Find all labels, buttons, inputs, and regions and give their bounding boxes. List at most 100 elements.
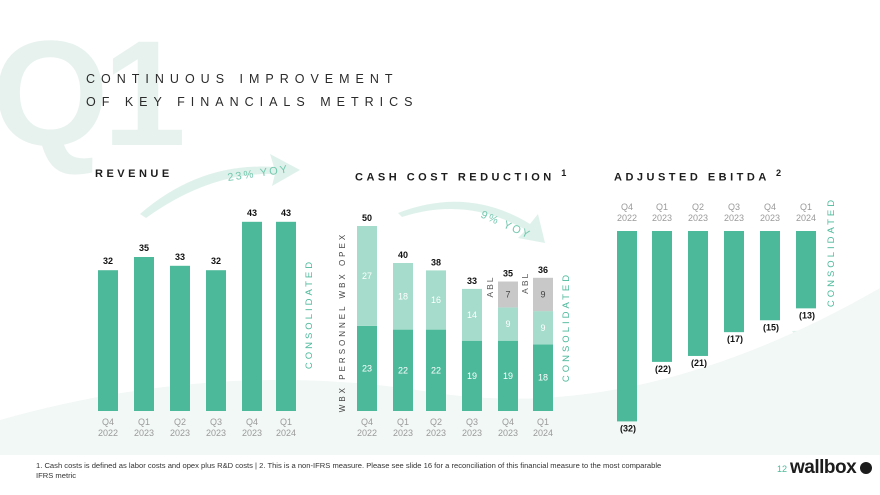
cash-abl-label: 9 xyxy=(540,289,545,299)
cash-cost-arrow-icon xyxy=(398,201,545,243)
revenue-growth-arrow-icon xyxy=(140,154,300,218)
revenue-tick-quarter: Q2 xyxy=(174,417,186,427)
ebitda-bar xyxy=(688,231,708,356)
ebitda-tick-quarter: Q1 xyxy=(800,202,812,212)
footnote: 1. Cash costs is defined as labor costs … xyxy=(36,461,662,481)
ebitda-tick-quarter: Q3 xyxy=(728,202,740,212)
cash-abl-tag: ABL xyxy=(520,272,530,294)
ebitda-tick-year: 2024 xyxy=(796,213,816,223)
ebitda-tick-year: 2023 xyxy=(652,213,672,223)
ebitda-tick-year: 2023 xyxy=(760,213,780,223)
footnote-marker-1: 1 xyxy=(561,168,570,178)
cash-tick-quarter: Q1 xyxy=(537,417,549,427)
cash-personnel-bar xyxy=(357,325,377,411)
revenue-tick-quarter: Q3 xyxy=(210,417,222,427)
cash-total-label: 33 xyxy=(467,276,477,286)
revenue-bar xyxy=(276,221,296,411)
cash-total-label: 50 xyxy=(362,213,372,223)
revenue-tick-quarter: Q1 xyxy=(138,417,150,427)
cash-personnel-label: 19 xyxy=(503,371,513,381)
cash-opex-bar xyxy=(462,288,482,341)
cash-personnel-bar xyxy=(393,329,413,411)
wallbox-logo: wallbox xyxy=(790,457,857,478)
cash-personnel-label: 22 xyxy=(398,365,408,375)
cash-axis-label: WBX PERSONNEL WBX OPEX xyxy=(338,232,347,412)
cash-opex-bar xyxy=(357,226,377,326)
background-wave xyxy=(0,288,880,455)
ebitda-title: ADJUSTED EBITDA 2 xyxy=(614,168,785,184)
revenue-value-label: 43 xyxy=(281,208,291,218)
cash-total-label: 36 xyxy=(538,265,548,275)
ebitda-tick-quarter: Q2 xyxy=(692,202,704,212)
ebitda-tick-year: 2023 xyxy=(724,213,744,223)
revenue-bar xyxy=(242,221,262,411)
ebitda-tick-year: 2023 xyxy=(688,213,708,223)
cash-personnel-label: 22 xyxy=(431,365,441,375)
ebitda-value-label: (17) xyxy=(727,334,743,344)
revenue-tick-year: 2023 xyxy=(206,428,226,438)
revenue-tick-quarter: Q1 xyxy=(280,417,292,427)
ebitda-tick-quarter: Q1 xyxy=(656,202,668,212)
cash-abl-bar xyxy=(498,281,518,308)
cash-tick-year: 2023 xyxy=(426,428,446,438)
revenue-value-label: 43 xyxy=(247,208,257,218)
cash-tick-quarter: Q4 xyxy=(502,417,514,427)
cash-opex-label: 9 xyxy=(540,323,545,333)
ebitda-tick-quarter: Q4 xyxy=(621,202,633,212)
cash-personnel-bar xyxy=(426,329,446,411)
revenue-bar xyxy=(170,265,190,411)
ebitda-tick-year: 2022 xyxy=(617,213,637,223)
ebitda-value-label: (21) xyxy=(691,358,707,368)
ebitda-tick-quarter: Q4 xyxy=(764,202,776,212)
footnote-marker-2: 2 xyxy=(775,168,785,178)
cash-opex-bar xyxy=(498,307,518,341)
revenue-tick-quarter: Q4 xyxy=(102,417,114,427)
cash-opex-label: 14 xyxy=(467,310,477,320)
cash-opex-label: 9 xyxy=(505,319,510,329)
cash-personnel-bar xyxy=(462,340,482,411)
ebitda-bar xyxy=(760,231,780,321)
ebitda-bar xyxy=(724,231,744,333)
cash-personnel-label: 18 xyxy=(538,373,548,383)
cash-tick-quarter: Q2 xyxy=(430,417,442,427)
revenue-value-label: 32 xyxy=(103,256,113,266)
cash-abl-bar xyxy=(533,277,553,312)
cash-personnel-label: 23 xyxy=(362,363,372,373)
cash-tick-year: 2022 xyxy=(357,428,377,438)
cash-tick-year: 2023 xyxy=(462,428,482,438)
cash-abl-label: 7 xyxy=(505,289,510,299)
cash-cost-title: CASH COST REDUCTION 1 xyxy=(355,168,570,184)
ebitda-bar xyxy=(617,231,637,422)
ebitda-bar xyxy=(652,231,672,362)
revenue-tick-year: 2023 xyxy=(134,428,154,438)
page-number: 12 xyxy=(777,464,788,474)
revenue-value-label: 32 xyxy=(211,256,221,266)
cash-tick-year: 2024 xyxy=(533,428,553,438)
cash-total-label: 38 xyxy=(431,257,441,267)
ebitda-bar xyxy=(796,231,816,309)
logo-mark-icon xyxy=(860,462,872,474)
revenue-title: REVENUE xyxy=(95,168,173,180)
title-line-1: CONTINUOUS IMPROVEMENT xyxy=(86,72,399,86)
cash-tick-year: 2023 xyxy=(498,428,518,438)
cash-consolidated-label: CONSOLIDATED xyxy=(561,272,572,382)
revenue-bar xyxy=(206,270,226,411)
revenue-value-label: 33 xyxy=(175,252,185,262)
cash-personnel-bar xyxy=(498,340,518,411)
cash-tick-quarter: Q3 xyxy=(466,417,478,427)
revenue-tick-year: 2023 xyxy=(242,428,262,438)
cash-tick-quarter: Q4 xyxy=(361,417,373,427)
revenue-tick-year: 2024 xyxy=(276,428,296,438)
cash-tick-year: 2023 xyxy=(393,428,413,438)
cash-opex-label: 27 xyxy=(362,271,372,281)
ebitda-value-label: (32) xyxy=(620,423,636,433)
revenue-bar xyxy=(134,257,154,411)
cash-opex-bar xyxy=(393,263,413,330)
cash-tick-quarter: Q1 xyxy=(397,417,409,427)
revenue-tick-year: 2023 xyxy=(170,428,190,438)
cash-opex-bar xyxy=(533,311,553,345)
cash-total-label: 40 xyxy=(398,250,408,260)
cash-opex-label: 16 xyxy=(431,295,441,305)
